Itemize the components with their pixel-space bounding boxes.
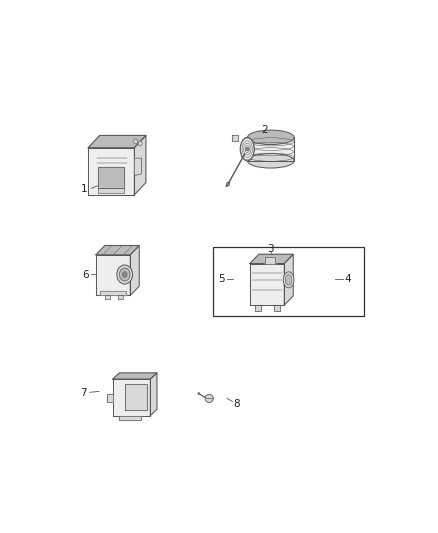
Text: 6: 6 [82,270,88,279]
Ellipse shape [119,268,130,281]
Text: 1: 1 [81,184,88,194]
Polygon shape [117,295,123,298]
Polygon shape [105,295,110,298]
Polygon shape [113,379,150,416]
Polygon shape [98,189,124,193]
Circle shape [246,147,249,151]
Text: 8: 8 [233,399,240,409]
Polygon shape [250,263,284,305]
Polygon shape [247,138,294,161]
Text: 4: 4 [344,274,351,284]
Text: 3: 3 [267,245,274,254]
Polygon shape [134,135,146,195]
Text: 5: 5 [218,274,225,284]
Polygon shape [107,394,113,402]
Polygon shape [96,246,139,255]
Ellipse shape [285,274,292,285]
Polygon shape [88,135,146,148]
Polygon shape [250,254,293,263]
Ellipse shape [283,272,294,288]
Polygon shape [134,158,141,175]
Polygon shape [125,384,147,410]
Circle shape [138,141,142,146]
Text: 2: 2 [261,125,268,135]
Ellipse shape [240,138,254,161]
Text: 7: 7 [80,388,87,398]
Polygon shape [100,291,127,295]
Ellipse shape [205,394,213,402]
Ellipse shape [247,154,294,168]
Polygon shape [265,257,276,263]
Ellipse shape [122,272,127,277]
Polygon shape [150,373,157,416]
Polygon shape [120,416,141,419]
Ellipse shape [198,392,200,394]
Polygon shape [274,305,280,311]
Polygon shape [88,148,134,195]
Circle shape [226,182,230,186]
Polygon shape [96,255,130,295]
Polygon shape [254,305,261,311]
Polygon shape [113,373,157,379]
Circle shape [134,139,138,144]
Polygon shape [130,246,139,295]
Polygon shape [98,167,124,188]
Ellipse shape [247,130,294,144]
Polygon shape [232,135,237,141]
Ellipse shape [117,265,133,284]
Bar [212,247,364,317]
Polygon shape [284,254,293,305]
